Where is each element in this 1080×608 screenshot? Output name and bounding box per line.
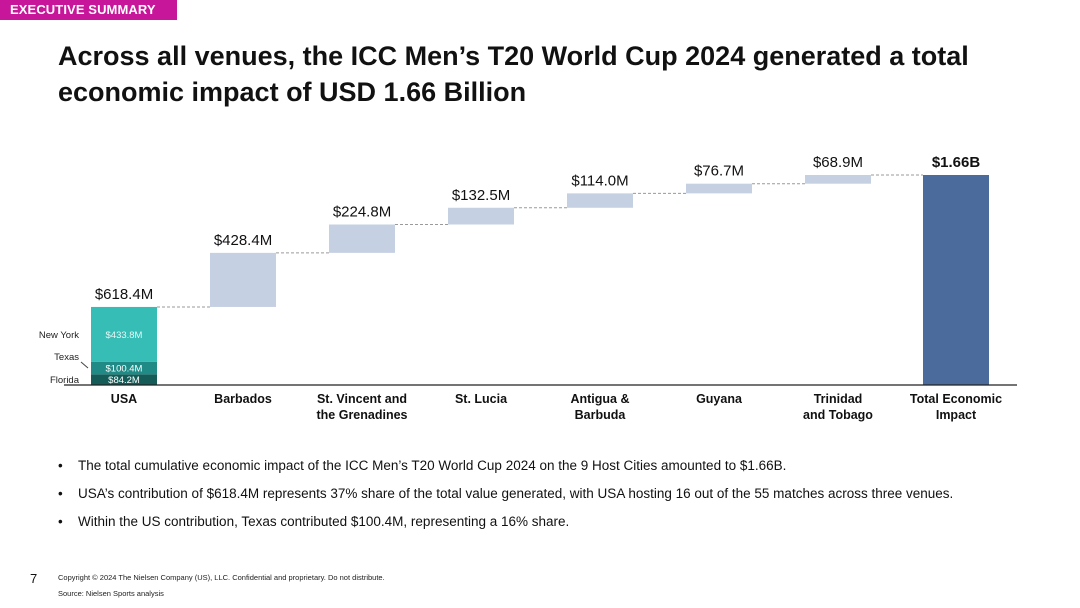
summary-bullets: • The total cumulative economic impact of…: [58, 457, 1018, 541]
bullet-text: The total cumulative economic impact of …: [78, 458, 787, 473]
page-title: Across all venues, the ICC Men’s T20 Wor…: [58, 41, 969, 107]
segment-value-label: $100.4M: [106, 364, 143, 375]
bullet-dot: •: [58, 486, 63, 501]
bar-increment: [686, 183, 752, 194]
bar-increment: [210, 252, 276, 307]
bar-increment: [567, 193, 633, 208]
segment-value-label: $433.8M: [106, 330, 143, 341]
category-label: St. Vincent and the Grenadines: [317, 392, 408, 422]
bullet-dot: •: [58, 514, 63, 529]
bar-increment: [805, 175, 871, 184]
bar-increment: [448, 207, 514, 225]
waterfall-chart: $84.2M$100.4M $433.8M $618.4M USA $428.4M Bar…: [39, 154, 1017, 422]
texas-leader-line: [80, 361, 89, 369]
bar-segment-texas: [91, 361, 157, 375]
bar-segment-new-york: [91, 306, 157, 362]
segment-value-label: $84.2M: [108, 375, 140, 386]
bar-value-label: $428.4M: [214, 232, 272, 249]
category-label: Guyana: [696, 392, 743, 406]
category-label: Total Economic Impact: [910, 392, 1002, 422]
bar-value-label: $114.0M: [571, 172, 628, 189]
bar-value-label: $224.8M: [333, 203, 391, 220]
bar-value-label: $618.4M: [95, 286, 153, 303]
bullet-item: • The total cumulative economic impact of…: [58, 457, 1018, 475]
bar-increment: [329, 224, 395, 253]
category-label: USA: [111, 392, 137, 406]
bullet-item: • Within the US contribution, Texas contr…: [58, 513, 1018, 531]
legend-label-florida: Florida: [50, 375, 80, 386]
section-tag: EXECUTIVE SUMMARY: [0, 0, 177, 20]
copyright-notice: Copyright © 2024 The Nielsen Company (US…: [58, 573, 385, 582]
bullet-dot: •: [58, 458, 63, 473]
category-label: Barbados: [214, 392, 272, 406]
bullet-text: Within the US contribution, Texas contri…: [78, 514, 570, 529]
bullet-text: USA’s contribution of $618.4M represents…: [78, 486, 954, 501]
category-label: St. Lucia: [455, 392, 508, 406]
bar-value-label: $76.7M: [694, 163, 744, 180]
source-note: Source: Nielsen Sports analysis: [58, 589, 164, 598]
bar-total: [923, 175, 989, 385]
bar-value-label: $1.66B: [932, 154, 981, 171]
bar-segment-florida: [91, 374, 157, 385]
category-label: Antigua & Barbuda: [570, 392, 629, 422]
category-label: Trinidad and Tobago: [803, 392, 873, 422]
page-number: 7: [30, 571, 38, 586]
bullet-item: • USA’s contribution of $618.4M represent…: [58, 485, 1018, 503]
legend-label-new-york: New York: [39, 330, 79, 341]
bar-value-label: $68.9M: [813, 154, 863, 171]
bar-value-label: $132.5M: [452, 187, 510, 204]
legend-label-texas: Texas: [54, 352, 79, 363]
